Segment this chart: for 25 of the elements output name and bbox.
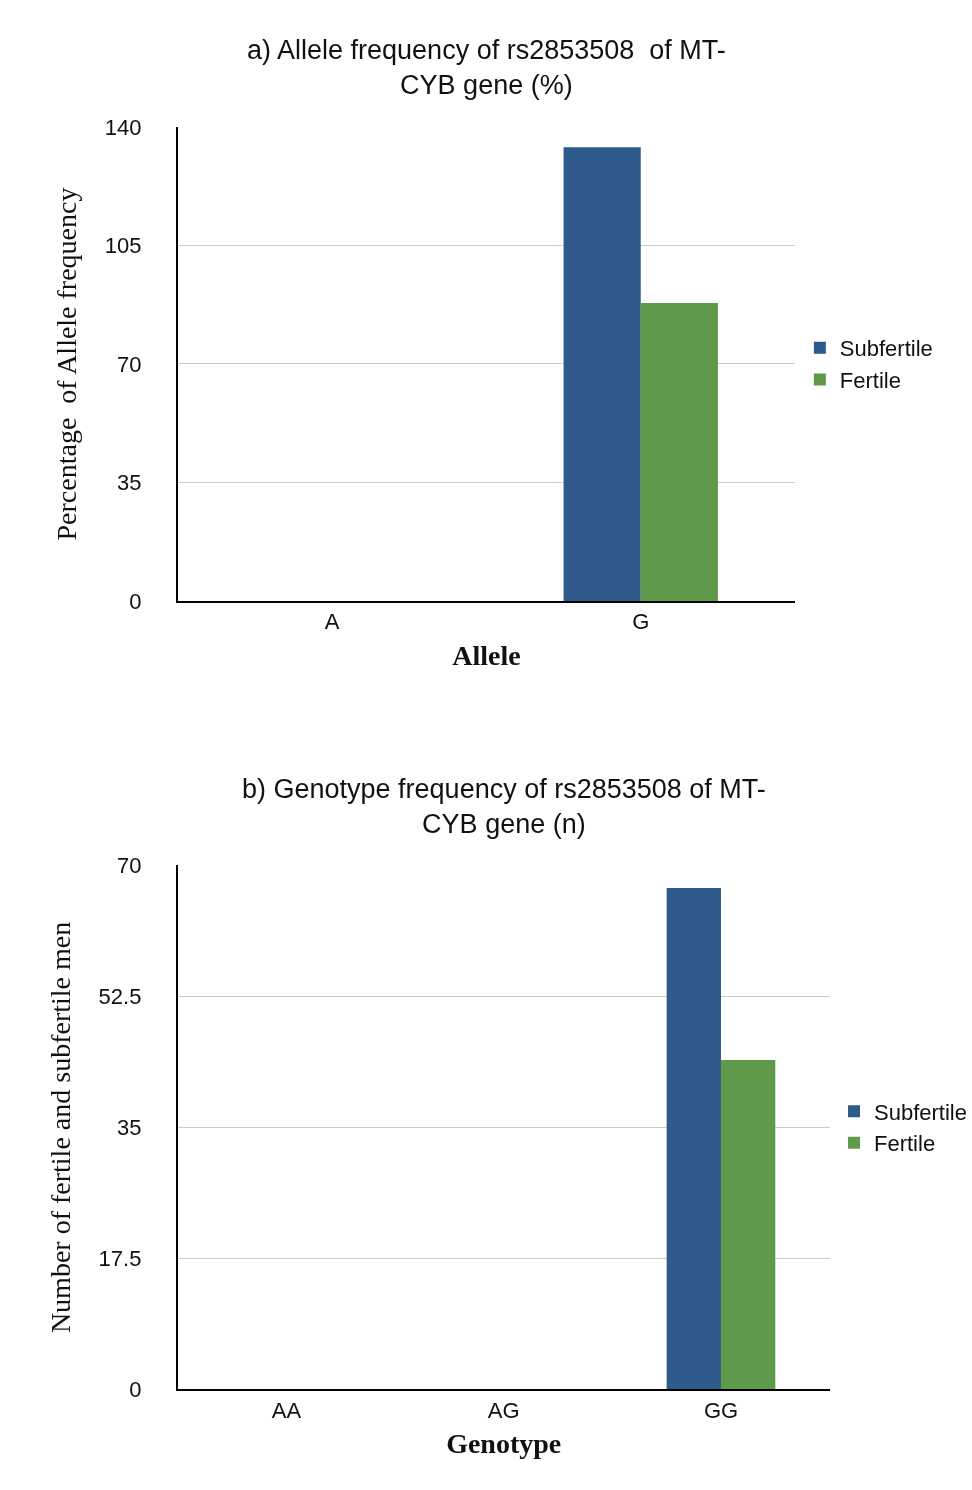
y-axis-title: Number of fertile and subfertile men bbox=[44, 921, 76, 1334]
chart-title: b) Genotype frequency of rs2853508 of MT- CYB gene (n) bbox=[242, 774, 766, 840]
x-tick-label: AG bbox=[487, 1397, 520, 1423]
y-tick-label: 0 bbox=[129, 588, 142, 614]
x-tick-label: G bbox=[632, 609, 650, 635]
y-tick-label: 70 bbox=[116, 351, 142, 377]
legend-label: Subfertile bbox=[839, 336, 933, 362]
x-tick-label: A bbox=[324, 609, 340, 635]
chart-title: a) Allele frequency of rs2853508 of MT- CYB gene (%) bbox=[247, 35, 726, 101]
legend-label: Subfertile bbox=[874, 1099, 967, 1125]
y-axis-title: Percentage of Allele frequency bbox=[50, 187, 82, 541]
y-tick-label: 105 bbox=[104, 233, 142, 259]
y-tick-label: 70 bbox=[116, 853, 142, 879]
x-tick-label: GG bbox=[703, 1397, 739, 1423]
y-tick-label: 35 bbox=[116, 1115, 142, 1141]
legend-label: Fertile bbox=[839, 367, 901, 393]
x-axis-title: Allele bbox=[452, 639, 521, 671]
y-tick-label: 35 bbox=[116, 470, 142, 496]
y-tick-label: 52.5 bbox=[98, 984, 142, 1010]
y-tick-label: 140 bbox=[104, 114, 142, 140]
x-axis-title: Genotype bbox=[446, 1428, 562, 1460]
y-tick-label: 17.5 bbox=[98, 1246, 142, 1272]
legend-label: Fertile bbox=[874, 1131, 936, 1157]
y-tick-label: 0 bbox=[129, 1377, 142, 1403]
x-tick-label: AA bbox=[271, 1397, 302, 1423]
